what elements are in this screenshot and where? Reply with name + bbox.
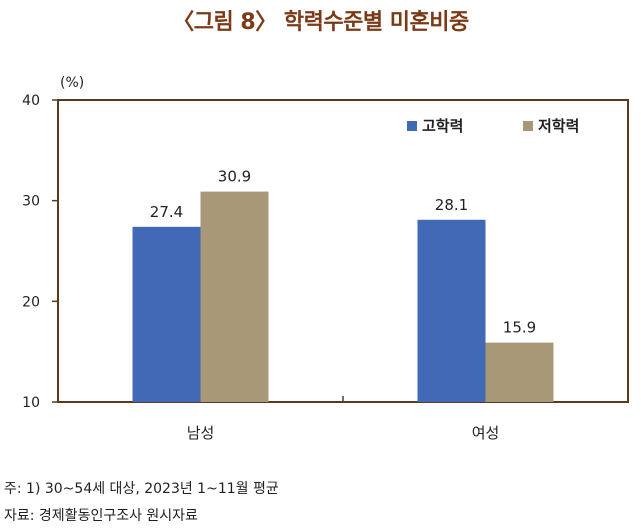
bar-저학력-여성	[485, 342, 554, 402]
data-label-저학력-여성: 15.9	[503, 319, 536, 337]
x-category-label-여성: 여성	[472, 424, 500, 442]
y-tick-label-30: 30	[22, 194, 40, 210]
bar-고학력-남성	[132, 226, 201, 402]
data-label-고학력-여성: 28.1	[435, 196, 468, 214]
data-label-고학력-남성: 27.4	[150, 203, 183, 221]
bar-chart: 10 20 30 40 (%) 27.4 30.9 남성 28.1 15.9 여성 고학력 저학력	[22, 75, 629, 442]
figure-title: 〈그림 8〉 학력수준별 미혼비중	[172, 10, 469, 35]
data-label-저학력-남성: 30.9	[218, 168, 251, 186]
chart-source: 자료: 경제활동인구조사 원시자료	[4, 508, 198, 524]
legend-swatch-고학력	[407, 121, 417, 131]
y-axis-unit: (%)	[60, 75, 84, 91]
y-tick-label-10: 10	[22, 395, 40, 411]
bar-저학력-남성	[200, 191, 269, 402]
legend-label-고학력: 고학력	[422, 117, 463, 135]
x-category-label-남성: 남성	[187, 424, 215, 442]
legend-swatch-저학력	[523, 121, 533, 131]
y-tick-label-40: 40	[22, 93, 40, 109]
chart-note: 주: 1) 30~54세 대상, 2023년 1~11월 평균	[4, 481, 279, 497]
y-tick-label-20: 20	[22, 294, 40, 310]
bar-고학력-여성	[417, 219, 486, 402]
legend-label-저학력: 저학력	[538, 117, 579, 135]
